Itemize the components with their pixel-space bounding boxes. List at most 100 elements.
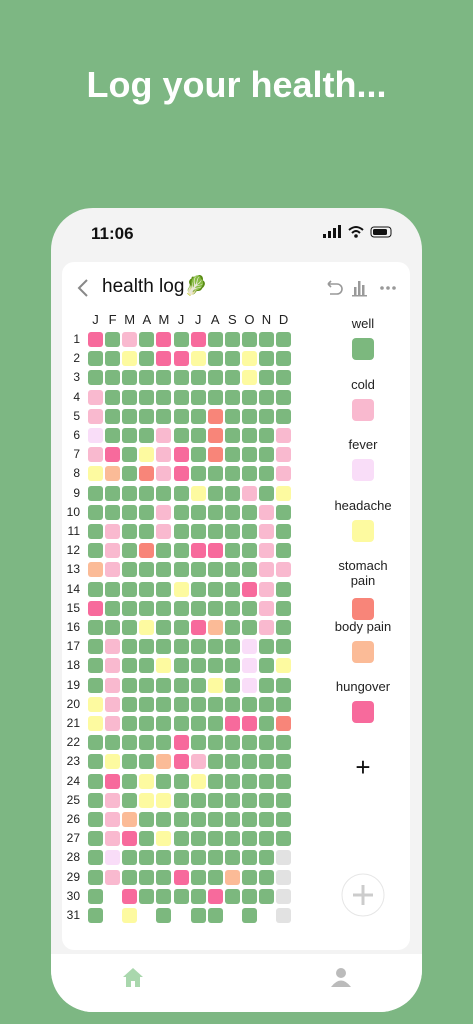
day-cell: [259, 408, 274, 424]
day-cell: [241, 658, 257, 674]
day-cell: [88, 792, 103, 808]
day-cell: [190, 524, 206, 539]
day-label: 14: [66, 581, 80, 596]
day-cell: [190, 658, 206, 674]
day-cell: [122, 428, 138, 443]
day-cell: [224, 428, 240, 443]
day-cell: [173, 332, 189, 347]
day-cell: [88, 504, 103, 520]
day-cell: [190, 696, 206, 712]
day-cell: [241, 888, 257, 904]
day-cell: [88, 370, 103, 386]
profile-tab[interactable]: [330, 966, 352, 988]
day-cell: [139, 639, 155, 655]
day-label: 16: [66, 620, 80, 634]
day-cell: [156, 812, 172, 827]
day-cell: [105, 447, 121, 463]
day-cell: [156, 600, 172, 616]
day-cell: [105, 696, 121, 712]
day-cell: [156, 370, 172, 386]
day-cell: [241, 754, 257, 770]
day-cell: [190, 466, 206, 482]
day-cell: [224, 735, 240, 751]
day-cell: [190, 562, 206, 578]
day-cell: [190, 408, 206, 424]
day-cell: [190, 581, 206, 597]
day-cell: [88, 389, 103, 405]
day-cell: [173, 735, 189, 751]
day-cell: [207, 543, 223, 559]
add-condition[interactable]: +: [355, 752, 371, 782]
day-cell: [105, 581, 121, 597]
month-label: J: [194, 312, 202, 327]
day-cell: [241, 543, 257, 559]
day-cell: [122, 792, 138, 808]
day-cell: [259, 485, 274, 501]
legend-swatch[interactable]: [352, 598, 374, 620]
back-button[interactable]: [76, 278, 90, 298]
day-cell: [156, 351, 172, 367]
legend-swatch[interactable]: [352, 338, 374, 360]
day-cell: [207, 677, 223, 693]
day-cell: [241, 562, 257, 578]
day-cell: [259, 543, 274, 559]
day-cell: [173, 504, 189, 520]
fab-add[interactable]: [340, 872, 386, 918]
day-cell: [259, 869, 274, 885]
legend-swatch[interactable]: [352, 519, 374, 542]
legend-swatch[interactable]: [352, 701, 374, 723]
day-cell: [190, 351, 206, 367]
day-cell: [173, 524, 189, 539]
legend-swatch[interactable]: [352, 640, 374, 663]
day-cell: [122, 716, 138, 731]
day-cell: [276, 696, 292, 712]
day-cell: [276, 562, 292, 578]
day-cell: [241, 524, 257, 539]
day-cell: [139, 466, 155, 482]
day-cell: [207, 332, 223, 347]
day-cell: [207, 716, 223, 731]
day-cell: [276, 351, 292, 367]
day-cell: [105, 543, 121, 559]
day-cell: [190, 735, 206, 751]
day-cell: [259, 735, 274, 751]
day-cell: [224, 466, 240, 482]
day-cell: [139, 447, 155, 463]
day-cell: [224, 408, 240, 424]
home-tab[interactable]: [121, 966, 145, 988]
day-cell: [156, 869, 172, 885]
legend-swatch[interactable]: [352, 398, 374, 421]
day-cell: [276, 658, 292, 674]
toolbar[interactable]: [324, 278, 402, 298]
day-cell: [207, 658, 223, 674]
day-cell: [139, 773, 155, 789]
day-cell: [122, 524, 138, 539]
day-cell: [88, 812, 103, 827]
day-cell: [259, 754, 274, 770]
month-label: M: [158, 312, 170, 327]
day-cell: [190, 908, 206, 923]
day-cell: [122, 773, 138, 789]
day-cell: [241, 408, 257, 424]
day-cell: [190, 428, 206, 443]
day-cell: [156, 658, 172, 674]
day-cell: [88, 524, 103, 539]
day-label: 8: [73, 466, 80, 481]
day-cell: [276, 754, 292, 770]
day-cell: [207, 831, 223, 847]
day-cell: [173, 716, 189, 731]
legend-swatch[interactable]: [352, 459, 374, 481]
day-cell: [139, 389, 155, 405]
day-cell: [88, 428, 103, 443]
day-cell: [88, 773, 103, 789]
day-cell: [224, 332, 240, 347]
day-cell: [190, 620, 206, 635]
day-cell: [88, 581, 103, 597]
day-label: 6: [73, 428, 80, 442]
day-cell: [156, 447, 172, 463]
day-label: 2: [73, 351, 80, 366]
day-label: 21: [66, 716, 80, 730]
day-cell: [241, 428, 257, 443]
day-label: 15: [66, 600, 80, 615]
day-cell: [207, 696, 223, 712]
